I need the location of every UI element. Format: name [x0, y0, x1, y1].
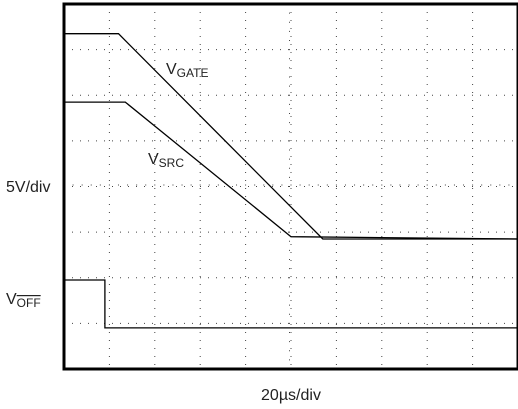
traces: [64, 33, 518, 329]
series-label-vsrc: VSRC: [148, 151, 184, 170]
series-label-vgate-sub: GATE: [177, 66, 209, 80]
grid: [64, 4, 518, 369]
series-label-vgate-main: V: [166, 61, 177, 78]
trace-voff: [64, 279, 518, 329]
series-label-vgate: VGATE: [166, 61, 208, 80]
x-axis-label: 20µs/div: [261, 387, 321, 404]
series-label-vsrc-sub: SRC: [159, 156, 185, 170]
series-label-voff: VOFF: [6, 291, 41, 310]
y-axis-label: 5V/div: [6, 179, 50, 196]
trace-vgate: [64, 33, 518, 240]
trace-vsrc: [64, 101, 518, 240]
plot-frame: [62, 2, 518, 371]
series-label-voff-sub: OFF: [17, 296, 41, 310]
series-label-vsrc-main: V: [148, 151, 159, 168]
series-label-voff-main: V: [6, 291, 17, 308]
